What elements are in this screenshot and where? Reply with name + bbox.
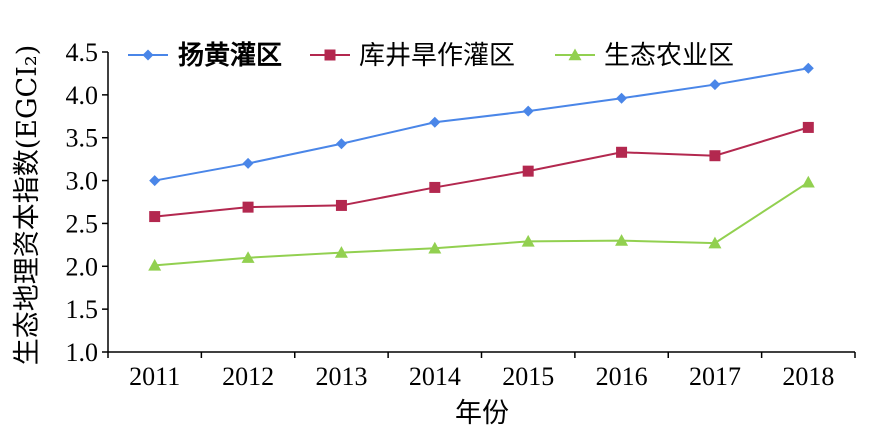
y-tick-label: 3.0 [66,167,99,196]
series-line [154,181,809,267]
data-point [709,79,721,91]
x-tick-label: 2018 [782,362,834,391]
legend: 扬黄灌区 库井旱作灌区 生态农业区 [128,41,734,71]
legend-label: 生态农业区 [604,41,734,71]
y-tick-label: 2.5 [66,209,99,238]
data-point [335,199,347,211]
y-axis-title: 生态地理资本指数(EGCI₂) [12,45,43,366]
data-point [242,157,254,169]
data-point [334,246,348,258]
series-2 [149,121,814,223]
y-axis-ticks: 1.0 1.5 2.0 2.5 3.0 3.5 4.0 4.5 [66,38,108,367]
legend-label: 库井旱作灌区 [359,41,515,71]
legend-item: 库井旱作灌区 [310,41,515,71]
data-point [149,211,161,223]
series-line [154,67,809,182]
data-point [802,121,814,133]
y-tick-label: 3.5 [66,124,99,153]
legend-marker [568,48,582,61]
legend-item: 扬黄灌区 [128,41,282,71]
data-point [616,92,628,104]
data-point [521,234,535,247]
x-tick-label: 2012 [222,362,274,391]
legend-marker [324,49,336,61]
y-tick-label: 1.5 [66,295,99,324]
x-axis-title: 年份 [455,398,509,429]
y-tick-label: 1.0 [66,338,99,367]
x-axis-ticks: 2011 2012 2013 2014 2015 2016 2017 2018 [107,352,856,391]
data-point [148,258,162,271]
x-tick-label: 2011 [129,362,180,391]
data-point [429,116,441,128]
data-point [241,251,255,263]
data-point [802,62,814,74]
series-line [154,126,809,218]
data-point [616,146,628,158]
x-tick-label: 2013 [315,362,367,391]
data-point [708,236,722,249]
legend-marker [142,49,154,61]
y-tick-label: 4.0 [66,81,99,110]
data-point [428,241,442,254]
data-point [615,234,629,246]
y-tick-label: 4.5 [66,38,99,67]
data-point [242,201,254,213]
data-point [429,181,441,193]
x-tick-label: 2017 [689,362,741,391]
x-tick-label: 2016 [596,362,648,391]
y-tick-label: 2.0 [66,252,99,281]
data-point [709,150,721,162]
data-point [801,175,815,188]
data-point [522,165,534,177]
series-1 [149,62,814,187]
x-tick-label: 2014 [409,362,461,391]
legend-item: 生态农业区 [555,41,734,71]
data-point [335,138,347,150]
x-tick-label: 2015 [502,362,554,391]
series-layer [148,62,815,271]
legend-label: 扬黄灌区 [178,41,282,71]
data-point [522,105,534,117]
data-point [149,175,161,187]
series-3 [148,175,815,271]
